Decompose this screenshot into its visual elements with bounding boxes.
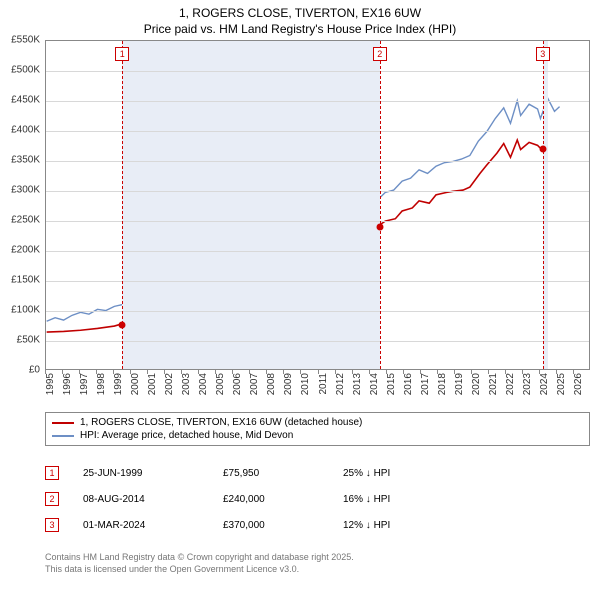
x-tick-label: 2003 [181,373,192,395]
x-tick-label: 2010 [300,373,311,395]
chart-title: 1, ROGERS CLOSE, TIVERTON, EX16 6UW Pric… [0,0,600,37]
sale-vertical-marker [543,41,544,369]
x-tick-label: 2020 [471,373,482,395]
sale-point-dot [539,146,546,153]
sale-point-dot [119,322,126,329]
gridline [46,311,589,312]
sale-price: £240,000 [223,494,343,505]
x-tick-label: 2024 [539,373,550,395]
gridline [46,281,589,282]
x-tick-label: 1999 [113,373,124,395]
gridline [46,191,589,192]
sale-point-dot [376,224,383,231]
sale-marker-label: 1 [115,47,129,61]
x-tick-label: 2007 [249,373,260,395]
y-tick-label: £200K [0,245,40,256]
gridline [46,341,589,342]
sale-period-band [122,41,380,369]
sale-date: 01-MAR-2024 [83,520,223,531]
gridline [46,131,589,132]
table-row: 3 01-MAR-2024 £370,000 12% ↓ HPI [45,512,590,538]
x-tick-label: 2019 [454,373,465,395]
x-tick-label: 2017 [420,373,431,395]
sale-date: 25-JUN-1999 [83,468,223,479]
y-tick-label: £300K [0,185,40,196]
legend-swatch [52,422,74,424]
sale-hpi-delta: 25% ↓ HPI [343,468,463,479]
gridline [46,251,589,252]
footer-line: This data is licensed under the Open Gov… [45,564,590,576]
sale-price: £370,000 [223,520,343,531]
legend-item: HPI: Average price, detached house, Mid … [52,429,583,442]
sale-marker-badge: 1 [45,466,59,480]
x-tick-label: 2021 [488,373,499,395]
legend-swatch [52,435,74,437]
sale-marker-label: 3 [536,47,550,61]
sale-marker-label: 2 [373,47,387,61]
footer-attribution: Contains HM Land Registry data © Crown c… [45,552,590,575]
legend-label: 1, ROGERS CLOSE, TIVERTON, EX16 6UW (det… [80,417,362,428]
sales-table: 1 25-JUN-1999 £75,950 25% ↓ HPI 2 08-AUG… [45,460,590,538]
x-tick-label: 1996 [62,373,73,395]
x-tick-label: 2006 [232,373,243,395]
gridline [46,71,589,72]
x-tick-label: 1997 [79,373,90,395]
y-tick-label: £450K [0,95,40,106]
title-line1: 1, ROGERS CLOSE, TIVERTON, EX16 6UW [0,6,600,22]
sale-marker-badge: 2 [45,492,59,506]
x-tick-label: 2004 [198,373,209,395]
plot-region: 1 2 3 [45,40,590,370]
x-tick-label: 1998 [96,373,107,395]
y-tick-label: £550K [0,35,40,46]
table-row: 2 08-AUG-2014 £240,000 16% ↓ HPI [45,486,590,512]
y-tick-label: £250K [0,215,40,226]
x-tick-label: 2025 [556,373,567,395]
chart-legend: 1, ROGERS CLOSE, TIVERTON, EX16 6UW (det… [45,412,590,446]
x-tick-label: 2023 [522,373,533,395]
table-row: 1 25-JUN-1999 £75,950 25% ↓ HPI [45,460,590,486]
y-tick-label: £0 [0,365,40,376]
x-tick-label: 2001 [147,373,158,395]
x-tick-label: 2008 [266,373,277,395]
x-tick-label: 2000 [130,373,141,395]
y-tick-label: £500K [0,65,40,76]
footer-line: Contains HM Land Registry data © Crown c… [45,552,590,564]
sale-hpi-delta: 12% ↓ HPI [343,520,463,531]
x-tick-label: 2005 [215,373,226,395]
sale-marker-badge: 3 [45,518,59,532]
title-line2: Price paid vs. HM Land Registry's House … [0,22,600,38]
x-tick-label: 1995 [45,373,56,395]
sale-vertical-marker [122,41,123,369]
legend-label: HPI: Average price, detached house, Mid … [80,430,293,441]
x-tick-label: 2002 [164,373,175,395]
y-tick-label: £100K [0,305,40,316]
x-tick-label: 2022 [505,373,516,395]
gridline [46,221,589,222]
legend-item: 1, ROGERS CLOSE, TIVERTON, EX16 6UW (det… [52,416,583,429]
x-tick-label: 2015 [386,373,397,395]
gridline [46,101,589,102]
x-tick-label: 2009 [283,373,294,395]
x-tick-label: 2026 [573,373,584,395]
sale-price: £75,950 [223,468,343,479]
sale-vertical-marker [380,41,381,369]
sale-date: 08-AUG-2014 [83,494,223,505]
x-tick-label: 2013 [352,373,363,395]
y-tick-label: £350K [0,155,40,166]
x-tick-label: 2011 [318,373,329,395]
x-tick-label: 2018 [437,373,448,395]
y-tick-label: £400K [0,125,40,136]
sale-hpi-delta: 16% ↓ HPI [343,494,463,505]
x-tick-label: 2016 [403,373,414,395]
y-tick-label: £50K [0,335,40,346]
gridline [46,161,589,162]
y-tick-label: £150K [0,275,40,286]
x-tick-label: 2012 [335,373,346,395]
x-tick-label: 2014 [369,373,380,395]
chart-area: 1 2 3 £0 £50K £100K £150K £200K £250K £300K £350K… [0,40,600,410]
